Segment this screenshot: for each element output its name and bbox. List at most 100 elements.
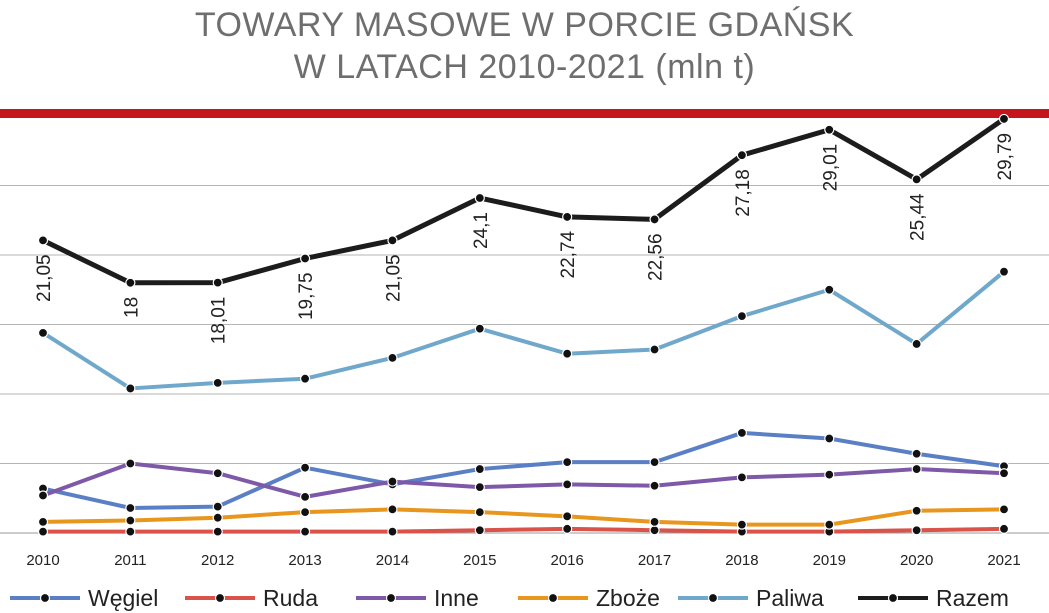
legend-item-zboże: Zboże <box>518 585 660 611</box>
data-label: 29,01 <box>820 144 841 192</box>
data-point <box>824 433 835 444</box>
legend-marker <box>385 592 397 604</box>
x-axis-ticks: 2010 2011 2012 2013 2014 2015 2016 2017 2018 2019… <box>26 552 1020 569</box>
data-point <box>387 504 398 515</box>
x-tick-label: 2011 <box>114 552 146 569</box>
chart-title-line-2: W LATACH 2010-2021 (mln t) <box>293 48 756 86</box>
data-point <box>649 214 660 225</box>
series-line <box>42 507 1005 527</box>
legend-label: Inne <box>434 585 479 611</box>
legend-label: Węgiel <box>88 585 158 611</box>
data-point <box>299 526 311 537</box>
data-point <box>474 463 485 475</box>
data-point <box>387 235 398 246</box>
series-line <box>41 270 1006 391</box>
data-point <box>562 523 573 534</box>
data-point <box>911 174 922 185</box>
data-point <box>736 519 748 530</box>
x-tick-label: 2020 <box>900 552 933 569</box>
data-label: 21,05 <box>34 254 55 302</box>
x-tick-label: 2018 <box>725 552 758 569</box>
legend-marker <box>39 592 51 604</box>
x-tick-label: 2014 <box>376 552 409 569</box>
legend-marker <box>214 592 226 604</box>
data-label: 22,56 <box>646 233 667 281</box>
data-point <box>736 150 748 161</box>
series-layer <box>37 113 1010 537</box>
data-point <box>37 490 49 501</box>
legend-item-paliwa: Paliwa <box>678 585 824 611</box>
data-label-layer: 21,05 18 18,01 19,75 21,05 24,1 22,74 22,56 27,1… <box>34 133 1016 344</box>
data-point <box>37 327 49 338</box>
data-point <box>474 507 485 518</box>
data-point <box>911 463 922 475</box>
data-point <box>299 462 311 473</box>
data-point <box>562 479 573 490</box>
data-point <box>998 468 1010 479</box>
data-point <box>562 348 573 359</box>
x-tick-label: 2012 <box>201 552 234 569</box>
data-point <box>212 377 223 388</box>
data-point <box>736 311 748 322</box>
data-point <box>125 515 136 526</box>
data-point <box>474 192 485 204</box>
legend-item-inne: Inne <box>356 585 479 611</box>
data-point <box>37 516 49 527</box>
data-point <box>37 235 49 246</box>
data-point <box>911 338 922 350</box>
series-węgiel <box>37 427 1010 514</box>
data-point <box>387 476 398 487</box>
series-paliwa <box>37 266 1010 394</box>
series-inne <box>37 458 1010 502</box>
legend-item-węgiel: Węgiel <box>10 585 158 611</box>
series-ruda <box>37 523 1010 537</box>
legend-item-ruda: Ruda <box>185 585 318 611</box>
data-point <box>212 526 223 537</box>
data-point <box>299 253 311 264</box>
data-point <box>911 448 922 459</box>
data-label: 18 <box>121 297 142 318</box>
data-point <box>824 124 835 135</box>
data-point <box>212 512 223 523</box>
chart-title-line-1: TOWARY MASOWE W PORCIE GDAŃSK <box>194 6 855 44</box>
data-point <box>125 526 136 537</box>
series-razem <box>37 113 1010 288</box>
x-tick-label: 2015 <box>463 552 496 569</box>
data-point <box>212 277 223 288</box>
data-point <box>824 284 835 295</box>
data-label: 19,75 <box>296 272 317 320</box>
data-point <box>125 458 136 469</box>
legend-label: Zboże <box>596 585 660 611</box>
legend-label: Razem <box>936 585 1009 611</box>
x-tick-label: 2013 <box>288 552 321 569</box>
data-point <box>998 523 1010 534</box>
data-point <box>125 383 136 394</box>
data-point <box>125 277 136 288</box>
legend-marker <box>707 592 719 604</box>
data-point <box>649 525 660 536</box>
data-label: 27,18 <box>733 169 754 217</box>
legend: Węgiel Ruda Inne Zboże Paliwa Razem <box>10 585 1009 611</box>
series-line <box>42 430 1005 510</box>
data-point <box>649 344 660 355</box>
legend-label: Paliwa <box>756 585 824 611</box>
data-point <box>998 504 1010 515</box>
data-point <box>387 352 398 363</box>
legend-item-razem: Razem <box>858 585 1009 611</box>
data-label: 21,05 <box>383 254 404 302</box>
data-point <box>824 519 835 530</box>
data-point <box>649 480 660 491</box>
data-point <box>212 468 223 479</box>
data-point <box>562 211 573 223</box>
series-line <box>42 461 1005 499</box>
data-point <box>387 526 398 537</box>
x-tick-label: 2016 <box>550 552 583 569</box>
series-zboże <box>37 504 1010 530</box>
data-label: 18,01 <box>209 297 230 345</box>
data-point <box>824 469 835 480</box>
data-point <box>736 427 748 439</box>
data-point <box>212 501 223 512</box>
legend-marker <box>547 592 559 604</box>
data-point <box>562 511 573 522</box>
